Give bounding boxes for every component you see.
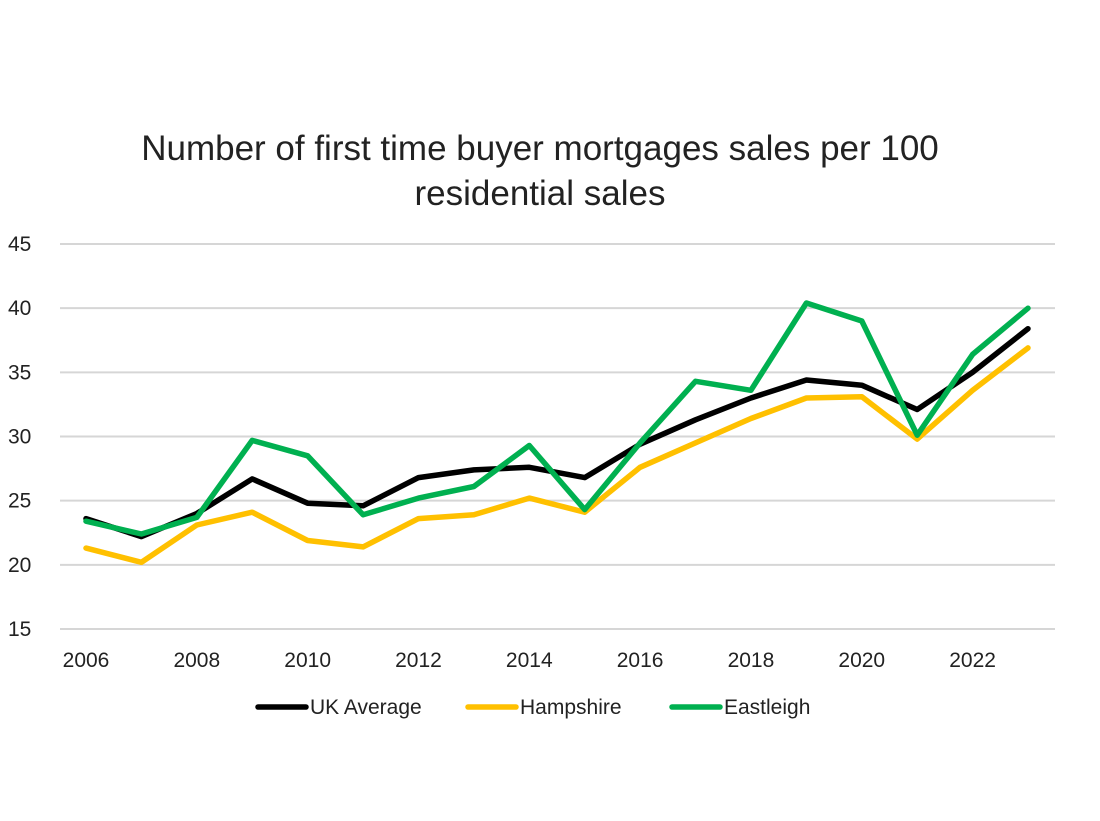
x-tick-label-2016: 2016 bbox=[617, 649, 664, 672]
x-tick-label-2020: 2020 bbox=[838, 649, 885, 672]
x-tick-label-2010: 2010 bbox=[284, 649, 331, 672]
chart-title-line-1: Number of first time buyer mortgages sal… bbox=[141, 129, 939, 168]
y-tick-label-30: 30 bbox=[8, 426, 31, 449]
x-tick-label-2014: 2014 bbox=[506, 649, 553, 672]
y-tick-label-15: 15 bbox=[8, 618, 31, 641]
y-tick-label-25: 25 bbox=[8, 490, 31, 513]
y-tick-label-40: 40 bbox=[8, 297, 31, 320]
gridlines bbox=[60, 243, 1055, 630]
x-tick-label-2008: 2008 bbox=[173, 649, 220, 672]
x-tick-label-2012: 2012 bbox=[395, 649, 442, 672]
series-line-hampshire bbox=[83, 345, 1031, 566]
chart-title-line-2: residential sales bbox=[414, 174, 666, 213]
series-lines bbox=[83, 300, 1031, 566]
series-line-eastleigh bbox=[83, 300, 1031, 537]
x-axis-tick-labels: 2006 2008 2010 2012 2014 2016 2018 2020 2022 bbox=[63, 649, 996, 672]
x-tick-label-2018: 2018 bbox=[728, 649, 775, 672]
y-axis-tick-labels: 15 20 25 30 35 40 45 bbox=[8, 233, 31, 641]
y-tick-label-45: 45 bbox=[8, 233, 31, 256]
x-tick-label-2022: 2022 bbox=[949, 649, 996, 672]
x-tick-label-2006: 2006 bbox=[63, 649, 110, 672]
chart-title: Number of first time buyer mortgages sal… bbox=[0, 126, 1080, 216]
legend: UK Average Hampshire Eastleigh bbox=[255, 696, 810, 719]
legend-label-eastleigh: Eastleigh bbox=[724, 696, 810, 719]
y-tick-label-20: 20 bbox=[8, 554, 31, 577]
legend-label-hampshire: Hampshire bbox=[520, 696, 622, 719]
series-line-uk-average bbox=[83, 325, 1031, 540]
y-tick-label-35: 35 bbox=[8, 361, 31, 384]
legend-label-uk-average: UK Average bbox=[310, 696, 422, 719]
